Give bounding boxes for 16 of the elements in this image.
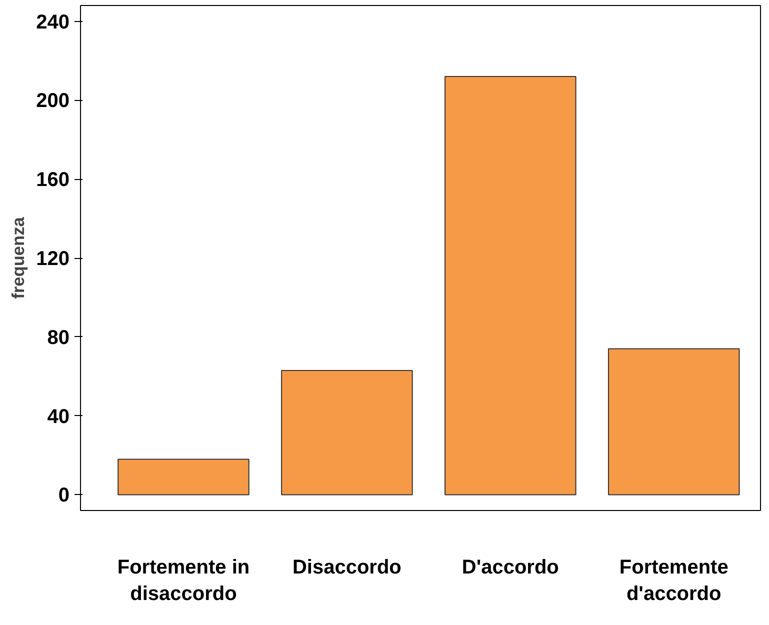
y-tick-label: 200 <box>36 90 70 112</box>
y-tick-label: 80 <box>47 326 70 349</box>
x-tick-label: Disaccordo <box>292 556 402 578</box>
y-tick-label: 40 <box>47 406 70 428</box>
x-tick-label: Fortemente d'accordo <box>619 556 728 605</box>
x-tick-label: Fortemente in disaccordo <box>117 556 250 605</box>
y-tick-label: 240 <box>36 11 70 34</box>
y-tick-label: 160 <box>36 169 70 192</box>
bar <box>118 458 250 496</box>
x-tick-label: D'accordo <box>462 556 559 578</box>
bar <box>281 370 413 496</box>
y-tick-label: 0 <box>58 484 70 507</box>
y-tick-label: 120 <box>36 248 70 270</box>
y-axis-title: frequenza <box>8 216 28 299</box>
bar <box>444 76 576 496</box>
bar <box>608 348 740 496</box>
